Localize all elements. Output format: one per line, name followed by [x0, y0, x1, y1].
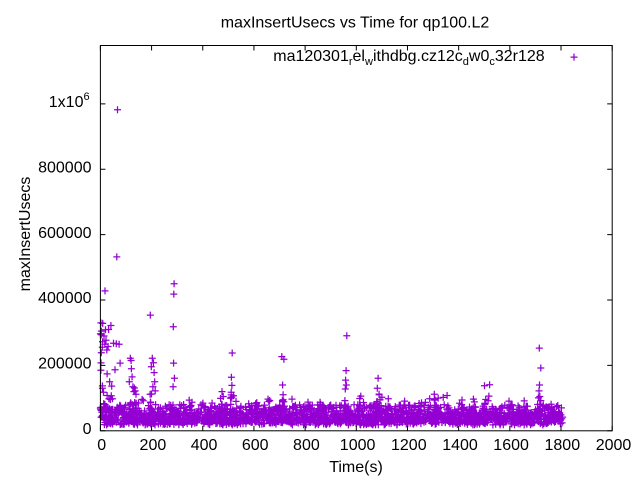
svg-text:0: 0 — [97, 437, 106, 454]
svg-text:800000: 800000 — [38, 160, 91, 177]
svg-text:400000: 400000 — [38, 290, 91, 307]
svg-text:Time(s): Time(s) — [329, 459, 383, 476]
svg-text:maxInsertUsecs: maxInsertUsecs — [17, 177, 34, 292]
svg-text:800: 800 — [293, 437, 320, 454]
svg-text:600: 600 — [242, 437, 269, 454]
svg-text:1x106: 1x106 — [49, 91, 90, 111]
svg-text:400: 400 — [191, 437, 218, 454]
svg-text:200: 200 — [140, 437, 167, 454]
svg-text:1400: 1400 — [442, 437, 478, 454]
svg-text:200000: 200000 — [38, 356, 91, 373]
svg-text:0: 0 — [83, 421, 92, 438]
svg-text:1000: 1000 — [340, 437, 376, 454]
svg-text:ma120301relwithdbg.cz12cdw0c32: ma120301relwithdbg.cz12cdw0c32r128 — [273, 48, 545, 68]
svg-text:1800: 1800 — [545, 437, 581, 454]
svg-text:1600: 1600 — [493, 437, 529, 454]
svg-text:2000: 2000 — [596, 437, 632, 454]
svg-text:maxInsertUsecs vs Time for qp1: maxInsertUsecs vs Time for qp100.L2 — [221, 15, 490, 32]
svg-text:1200: 1200 — [391, 437, 427, 454]
svg-text:600000: 600000 — [38, 225, 91, 242]
